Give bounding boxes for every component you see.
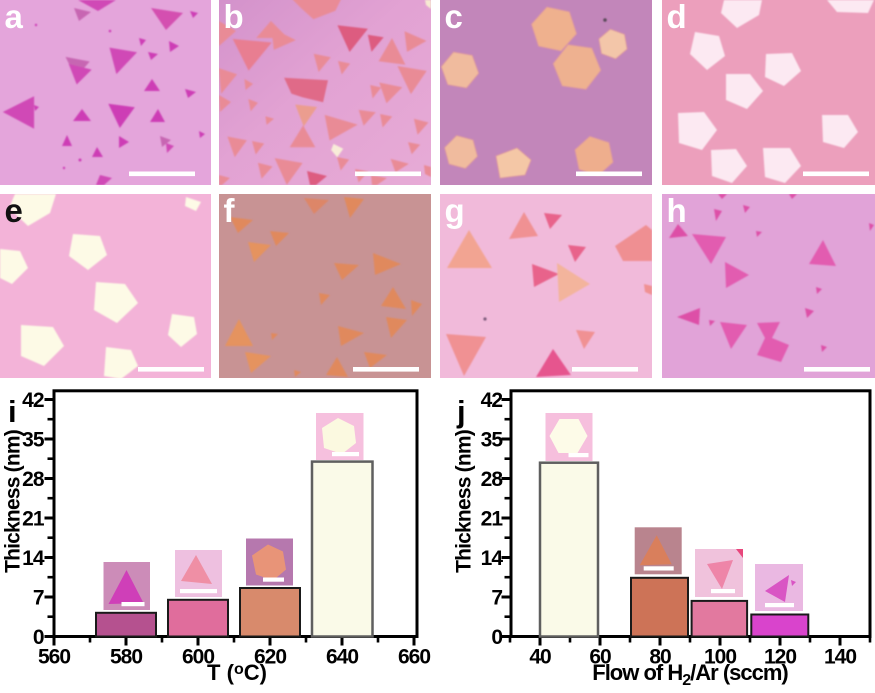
svg-text:b: b	[224, 0, 244, 35]
svg-text:14: 14	[22, 547, 45, 570]
svg-text:c: c	[445, 0, 463, 35]
svg-text:j: j	[456, 394, 466, 429]
svg-text:100: 100	[704, 646, 736, 669]
svg-text:Thickness (nm): Thickness (nm)	[2, 430, 25, 573]
svg-text:21: 21	[22, 507, 45, 530]
svg-text:0: 0	[33, 626, 44, 649]
svg-text:Flow of H2/Ar (sccm): Flow of H2/Ar (sccm)	[592, 660, 788, 689]
svg-text:e: e	[5, 194, 23, 229]
svg-text:580: 580	[110, 646, 142, 669]
svg-text:40: 40	[529, 646, 551, 669]
svg-text:620: 620	[254, 646, 286, 669]
svg-text:640: 640	[326, 646, 358, 669]
svg-text:140: 140	[824, 646, 856, 669]
svg-text:g: g	[445, 194, 465, 229]
svg-text:560: 560	[38, 646, 70, 669]
svg-text:h: h	[667, 194, 687, 229]
svg-text:d: d	[667, 0, 687, 35]
svg-text:0: 0	[491, 626, 502, 649]
svg-text:Thickness (nm): Thickness (nm)	[453, 430, 476, 573]
svg-text:14: 14	[481, 547, 504, 570]
svg-text:a: a	[5, 0, 24, 35]
svg-text:120: 120	[764, 646, 796, 669]
svg-text:i: i	[8, 394, 17, 429]
svg-text:42: 42	[481, 389, 503, 412]
svg-text:80: 80	[649, 646, 671, 669]
svg-text:35: 35	[22, 428, 45, 451]
svg-text:28: 28	[481, 468, 504, 491]
svg-text:21: 21	[481, 507, 504, 530]
svg-text:660: 660	[398, 646, 430, 669]
svg-text:7: 7	[33, 586, 44, 609]
svg-text:60: 60	[589, 646, 611, 669]
svg-text:600: 600	[182, 646, 214, 669]
svg-text:28: 28	[22, 468, 45, 491]
svg-text:42: 42	[22, 389, 44, 412]
svg-text:35: 35	[481, 428, 504, 451]
svg-text:T (oC): T (oC)	[207, 660, 267, 685]
svg-text:f: f	[224, 194, 236, 229]
svg-text:7: 7	[491, 586, 502, 609]
